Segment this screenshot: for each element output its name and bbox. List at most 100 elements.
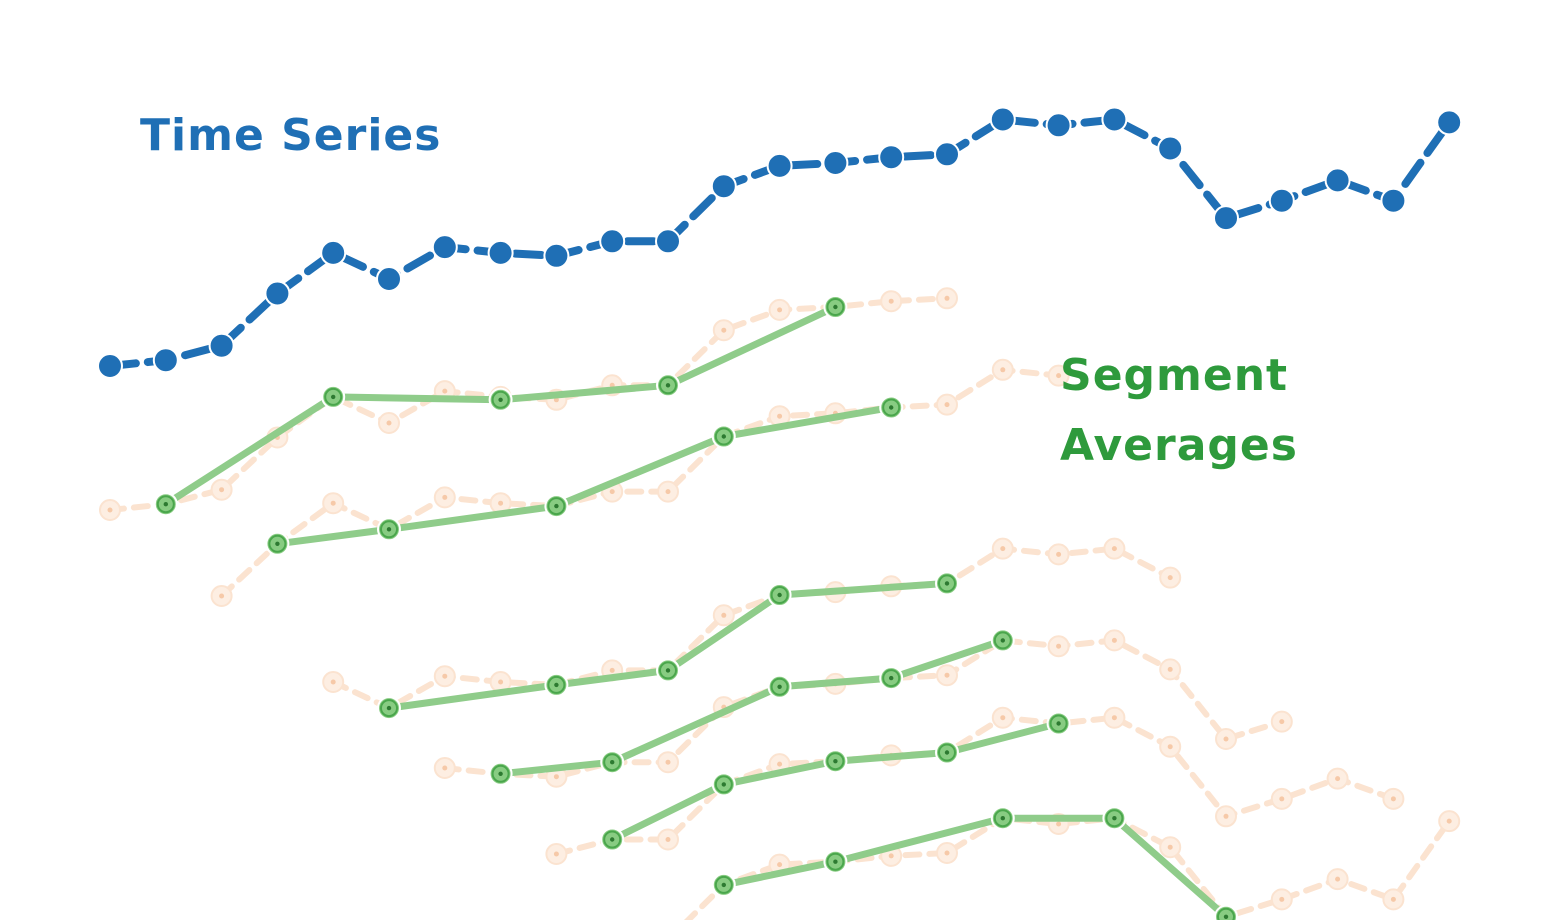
time-series-point [264, 280, 291, 307]
raw-segment-point-center [498, 500, 504, 506]
segment-average-point-center [665, 668, 671, 673]
raw-segment-line [683, 815, 1453, 920]
raw-segment-point-center [944, 295, 950, 301]
raw-segment-point-center [107, 507, 113, 513]
raw-segment-point-center [1279, 796, 1285, 802]
time-series-point [822, 150, 849, 176]
raw-segment-point-center [1167, 575, 1173, 581]
raw-segment-point-center [1279, 719, 1285, 725]
segment-average-point-center [944, 581, 950, 586]
time-series-point [599, 228, 626, 255]
raw-segment-point-center [553, 851, 559, 857]
segment-averages-label-line2: Averages [1060, 420, 1298, 471]
raw-segment-point-center [609, 667, 615, 673]
segment-average-point-center [889, 405, 894, 410]
time-series-point [878, 144, 905, 171]
segment-average-point-center [498, 771, 503, 776]
raw-segment-point-center [1390, 796, 1396, 802]
segment-average-point-center [721, 782, 726, 787]
time-series-point [1213, 205, 1239, 232]
raw-segment-point-center [330, 679, 336, 685]
segment-average-point-center [1223, 914, 1229, 919]
raw-segment-point-center [1446, 818, 1452, 824]
time-series-point [1380, 187, 1407, 214]
raw-segment-point-center [1390, 896, 1396, 902]
raw-segment-point-center [1056, 551, 1062, 557]
raw-segment-point-center [721, 612, 727, 618]
raw-segment-line [218, 366, 1062, 599]
raw-segment-point-center [442, 765, 448, 771]
segment-average-point-center [1112, 816, 1117, 821]
segment-average-point-center [610, 837, 615, 842]
raw-segment-point-center [1223, 736, 1229, 742]
segment-average-point-center [331, 394, 336, 400]
segment-average-point-center [386, 705, 392, 711]
raw-segment-point-center [1335, 876, 1341, 882]
raw-segment-point-center [442, 388, 448, 394]
time-series-point [1045, 112, 1072, 139]
raw-segment-point-center [944, 672, 950, 678]
time-series-point [1268, 187, 1295, 214]
raw-segment-point-center [1000, 367, 1006, 373]
segment-average-point-center [1000, 816, 1005, 821]
raw-segment-point-center [1056, 643, 1062, 649]
raw-segment-point-center [498, 679, 504, 685]
raw-segment-point-center [386, 420, 392, 426]
time-series-point [97, 353, 123, 379]
segment-average-point-center [777, 684, 782, 689]
segment-average-point-ring [1217, 907, 1235, 920]
time-series-point [1101, 106, 1128, 133]
time-series-point [431, 234, 458, 261]
raw-segment-point-center [1056, 821, 1062, 827]
raw-segment-point-center [219, 487, 225, 493]
time-series-point [934, 141, 960, 168]
segment-average-point-center [1056, 721, 1061, 726]
raw-segment-point-center [442, 673, 448, 679]
segment-average-line [385, 579, 951, 712]
raw-segment-point-center [609, 489, 615, 495]
raw-segment-point-center [1000, 546, 1006, 552]
raw-segment-point-center [665, 759, 671, 765]
segment-average-point-center [833, 304, 838, 310]
raw-segment-point-center [330, 500, 336, 506]
raw-segment-point-center [665, 837, 671, 842]
time-series-point [320, 239, 347, 266]
time-series-point [989, 106, 1016, 133]
time-series-point [152, 347, 179, 374]
time-series-point [487, 239, 514, 266]
raw-segment-point-center [777, 413, 783, 419]
segment-average-line [273, 404, 895, 548]
raw-segment-point-center [1111, 546, 1117, 552]
raw-segment-point-center [888, 298, 894, 304]
segment-averages-label-line1: Segment [1060, 350, 1288, 401]
raw-segment-point-center [1223, 813, 1229, 819]
raw-segment-line [553, 714, 1397, 857]
raw-segment-line [330, 545, 1174, 712]
raw-segment-point-center [219, 593, 225, 599]
time-series-point [766, 152, 793, 179]
segment-average-point-center [1000, 638, 1005, 643]
raw-segment-point-center [1335, 776, 1341, 782]
raw-segment-point-center [1167, 844, 1173, 850]
segment-average-point-center [498, 397, 503, 402]
time-series-point [655, 228, 681, 255]
segment-average-point-center [554, 503, 559, 509]
segment-average-point-center [777, 592, 782, 598]
time-series-point [1324, 167, 1351, 194]
raw-segment-point-center [888, 853, 894, 859]
raw-segment-point-center [944, 850, 950, 856]
segment-average-point-center [721, 882, 726, 888]
segment-average-point-center [889, 675, 894, 681]
segment-average-point-center [275, 541, 280, 546]
time-series-point [1157, 135, 1184, 162]
raw-segment-point-center [777, 307, 783, 313]
time-series-point [710, 173, 737, 200]
raw-segment-point-center [1056, 373, 1062, 379]
raw-segment-point-center [665, 489, 671, 495]
raw-segment-point-center [1000, 715, 1006, 721]
time-series-label: Time Series [140, 110, 441, 161]
raw-segment-point-center [1111, 637, 1117, 643]
time-series-point [543, 242, 570, 269]
raw-segment-point-center [553, 774, 559, 780]
